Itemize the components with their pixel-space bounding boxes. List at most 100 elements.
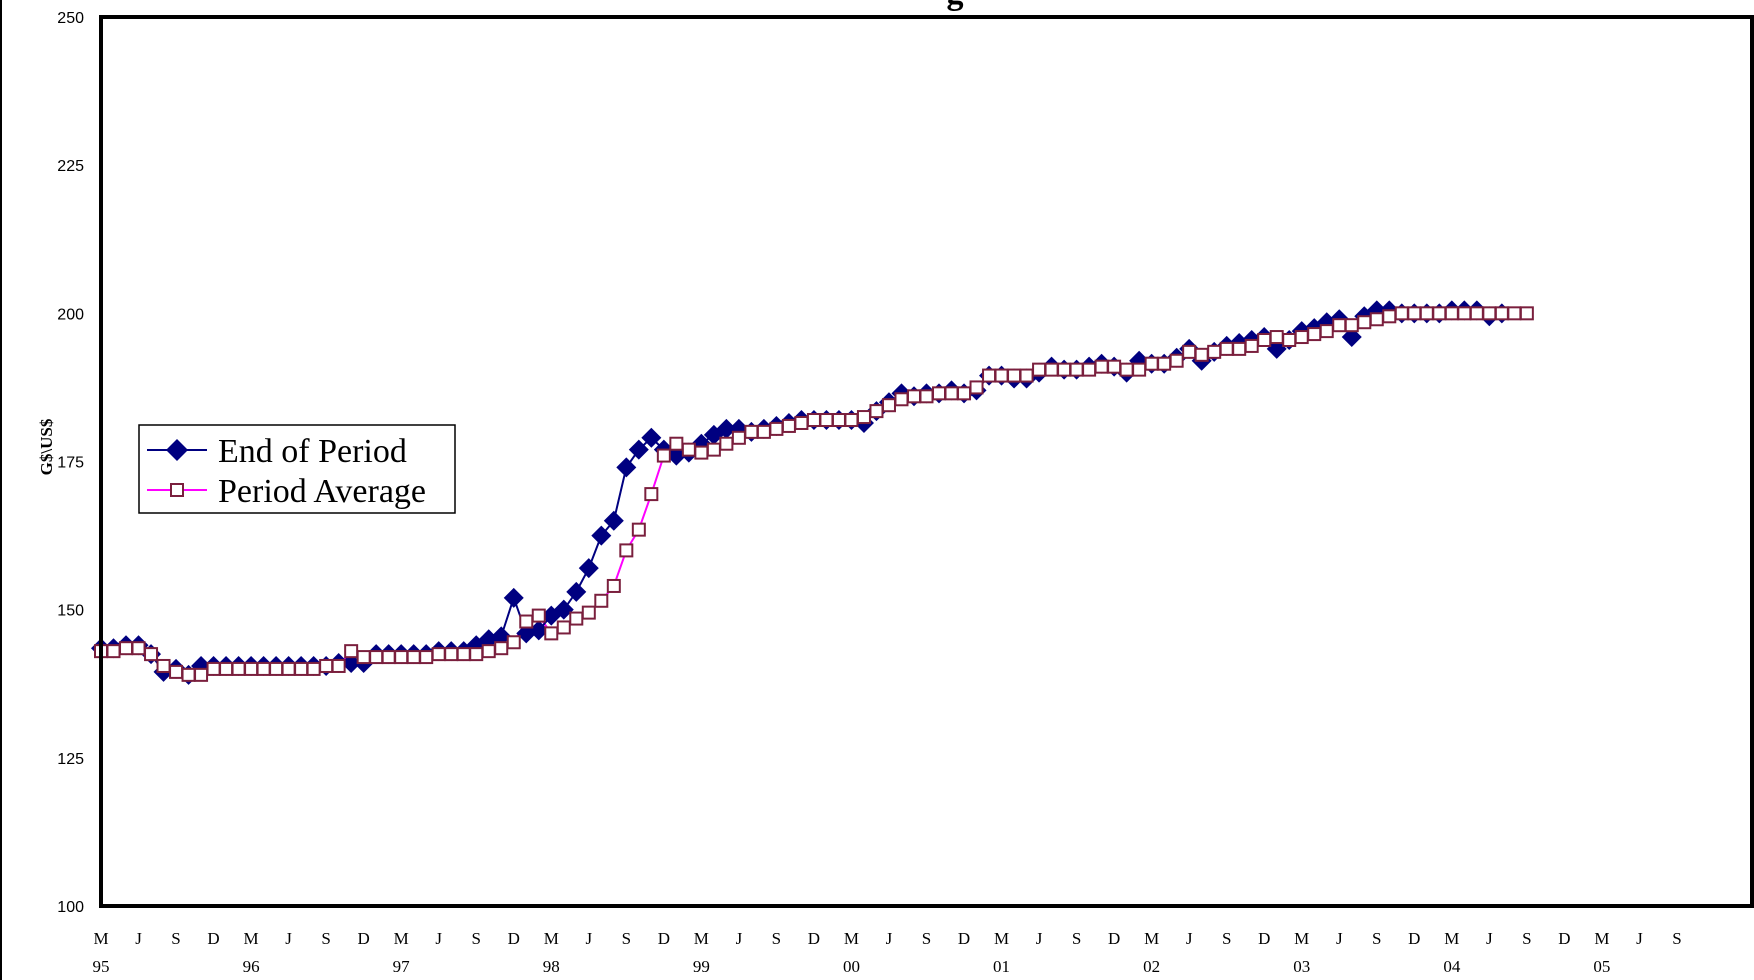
data-point-period-average [1207,344,1222,359]
data-point-period-average [706,442,721,457]
x-tick-month-label: J [585,929,592,948]
data-point-period-average [1357,315,1372,330]
series-layer [91,300,1534,685]
x-tick-month-label: J [1336,929,1343,948]
data-point-period-average [419,650,434,665]
data-point-period-average [1507,306,1522,321]
x-tick-year-label: 97 [393,957,411,976]
x-tick-month-label: D [958,929,970,948]
data-point-period-average [281,661,296,676]
data-point-period-average [1044,362,1059,377]
data-point-period-average [494,641,509,656]
x-tick-month-label: M [844,929,859,948]
data-point-period-average [1194,347,1209,362]
data-point-period-average [881,398,896,413]
data-point-period-average [856,410,871,425]
data-point-period-average [231,661,246,676]
data-point-period-average [581,605,596,620]
data-point-period-average [256,661,271,676]
data-point-period-average [944,386,959,401]
data-point-end-of-period [578,558,599,579]
data-point-period-average [1007,368,1022,383]
data-point-period-average [1169,353,1184,368]
y-axis-label: G$\US$ [37,418,56,475]
data-point-period-average [1282,333,1297,347]
data-point-period-average [631,522,646,537]
x-tick-month-label: J [1186,929,1193,948]
data-point-end-of-period [553,599,574,620]
data-point-period-average [556,620,571,635]
data-point-end-of-period [641,427,662,448]
x-tick-month-label: M [994,929,1009,948]
data-point-period-average [331,658,346,673]
data-point-period-average [306,661,321,676]
data-point-period-average [1069,362,1084,377]
data-point-period-average [769,421,784,436]
x-tick-month-label: M [93,929,108,948]
x-tick-year-label: 05 [1593,957,1610,976]
data-point-period-average [1082,362,1097,377]
data-point-period-average [381,650,396,665]
data-point-period-average [369,650,384,665]
y-tick-label: 100 [57,899,84,916]
data-point-period-average [394,650,409,665]
data-point-period-average [1182,344,1197,359]
data-point-period-average [719,436,734,451]
x-tick-year-label: 96 [243,957,260,976]
x-tick-month-label: D [1258,929,1270,948]
x-tick-year-label: 98 [543,957,560,976]
data-point-period-average [656,448,671,463]
data-point-period-average [969,380,984,395]
legend-label-end-of-period: End of Period [218,433,407,470]
data-point-period-average [444,647,459,662]
y-tick-label: 125 [57,751,84,768]
y-tick-label: 150 [57,603,84,620]
data-point-period-average [1469,306,1484,321]
data-point-period-average [1407,306,1422,321]
x-tick-month-label: D [207,929,219,948]
data-point-period-average [806,413,821,428]
y-tick-label: 225 [57,158,84,175]
data-point-period-average [1119,362,1134,377]
x-tick-month-label: S [772,929,781,948]
y-tick-label: 200 [57,306,84,323]
data-point-period-average [219,661,234,676]
data-point-period-average [169,664,184,679]
x-tick-month-label: D [658,929,670,948]
data-point-period-average [1419,306,1434,321]
data-point-period-average [1294,330,1309,345]
data-point-period-average [1132,362,1147,377]
data-point-period-average [1094,359,1109,374]
data-point-period-average [244,661,259,676]
data-point-period-average [1457,306,1472,321]
x-tick-month-label: S [471,929,480,948]
data-point-period-average [1494,306,1509,321]
data-point-period-average [319,658,334,673]
data-point-period-average [844,413,859,428]
x-tick-month-label: M [1144,929,1159,948]
data-point-period-average [1244,338,1259,353]
x-tick-month-label: S [321,929,330,948]
x-tick-month-label: S [922,929,931,948]
data-point-period-average [1107,359,1122,374]
data-point-period-average [206,661,221,676]
data-point-period-average [569,611,584,626]
data-point-period-average [519,614,534,629]
data-point-period-average [731,430,746,445]
legend-box [138,424,456,514]
legend-marker-square [170,483,184,497]
y-tick-label: 250 [57,10,84,27]
data-point-period-average [1232,341,1247,356]
data-point-period-average [781,418,796,433]
data-point-period-average [831,413,846,428]
data-point-period-average [1269,330,1284,345]
x-tick-month-label: D [358,929,370,948]
y-tick-labels: 100 125 150 175 200 250 225 [57,10,84,916]
x-tick-month-label: S [1222,929,1231,948]
data-point-period-average [469,647,484,662]
data-point-end-of-period [503,587,524,608]
data-point-period-average [106,644,121,659]
data-point-period-average [1444,306,1459,321]
x-tick-month-label: M [244,929,259,948]
